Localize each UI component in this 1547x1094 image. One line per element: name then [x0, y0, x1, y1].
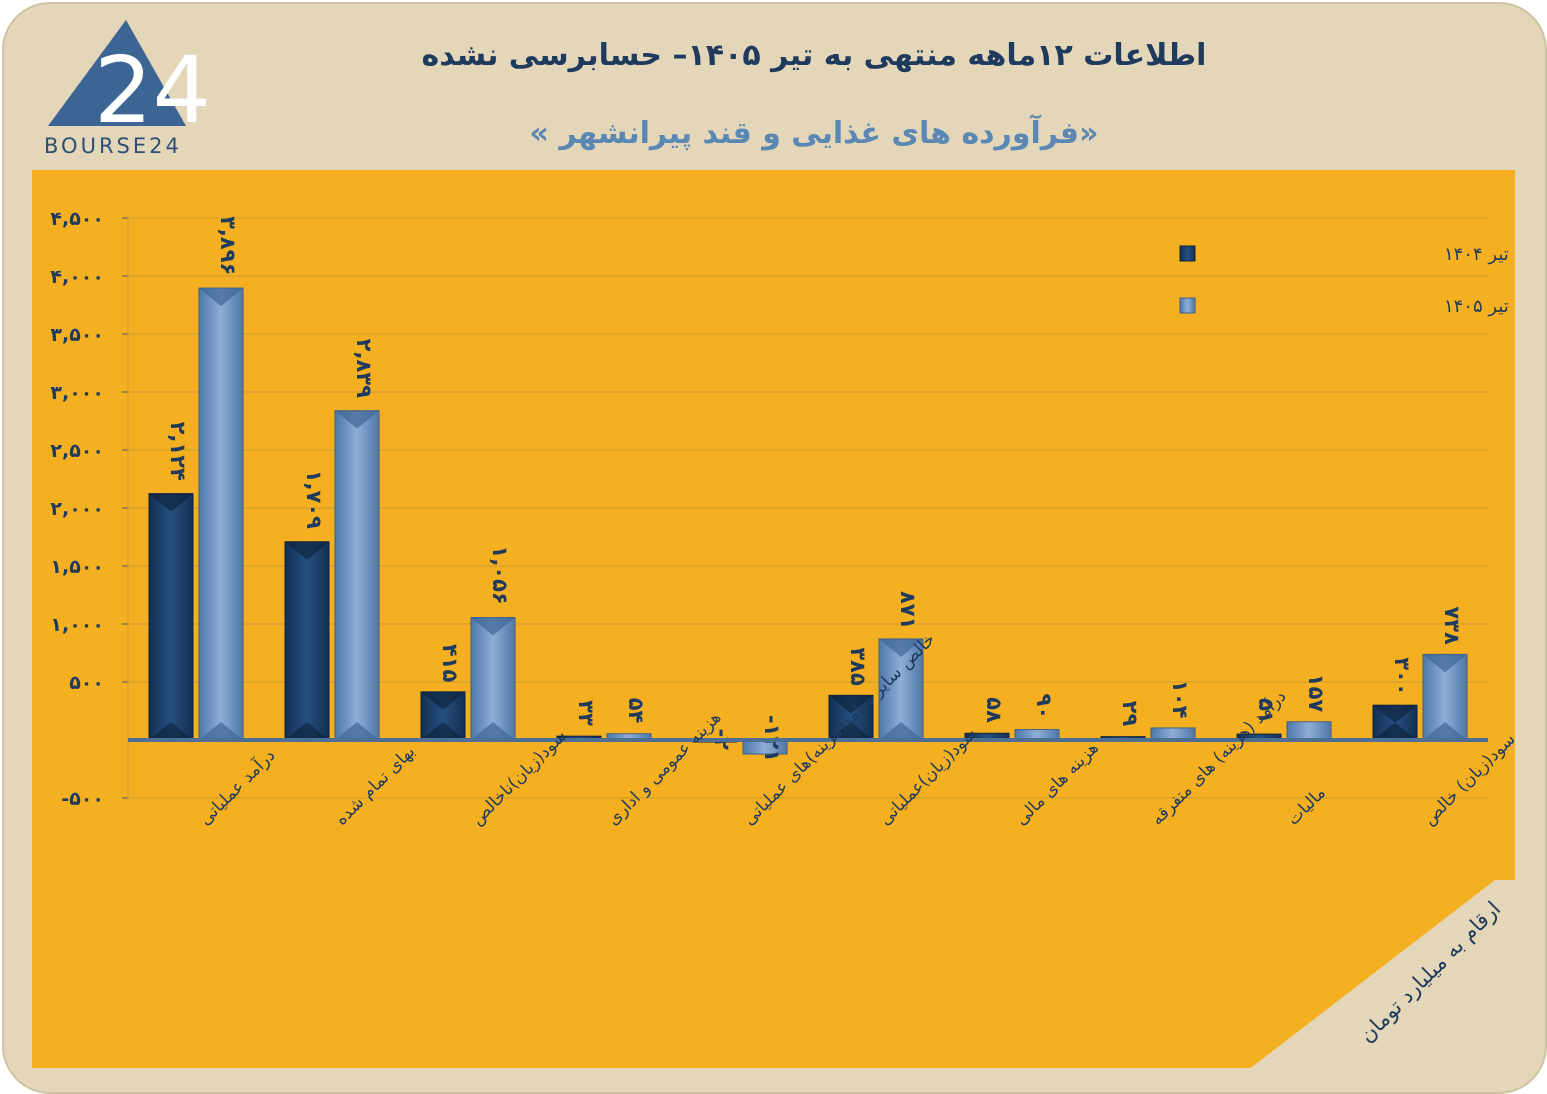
- data-label: ۲,۸۳۹: [352, 339, 376, 398]
- data-label: ۳۰۰: [1390, 657, 1414, 695]
- data-label: ۳,۸۹۶: [216, 216, 240, 275]
- data-label: ۵۴: [624, 698, 648, 724]
- page-title: اطلاعات ۱۲ماهه منتهی به تیر ۱۴۰۵– حسابرس…: [254, 38, 1374, 73]
- logo-mark: 24: [94, 37, 206, 144]
- y-tick-label: ۵۰۰: [69, 672, 104, 694]
- bar: [1287, 722, 1331, 740]
- legend-swatch: [1180, 246, 1195, 261]
- data-label: ۲,۱۲۴: [166, 422, 190, 481]
- data-label: ۷۳۸: [1440, 606, 1464, 645]
- data-label: ۱,۰۵۶: [488, 546, 512, 605]
- y-axis: -۵۰۰ ۵۰۰ ۱,۰۰۰ ۱,۵۰۰ ۲,۰۰۰ ۲,۵۰۰ ۳,۰۰۰ ۳,۵۰۰ ۴,۰…: [50, 208, 128, 810]
- bar: [285, 542, 329, 740]
- page-subtitle: «فرآورده های غذایی و قند پیرانشهر »: [254, 116, 1374, 151]
- data-label: ۹۰: [1032, 694, 1056, 720]
- legend-label: عملکرد منتهی به تیر ۱۴۰۴: [1444, 244, 1515, 265]
- data-label: ۵۸: [982, 697, 1006, 723]
- bar: [335, 411, 379, 740]
- data-label: ۲۹: [1118, 701, 1142, 727]
- y-tick-label: ۳,۰۰۰: [50, 382, 104, 404]
- legend-swatch: [1180, 298, 1195, 313]
- data-label: ۴۱۵: [438, 644, 462, 683]
- legend-label: عملکرد منتهی به تیر ۱۴۰۵: [1444, 296, 1515, 317]
- data-label: ۸۷۱: [896, 591, 920, 629]
- data-label: ۱,۷۰۹: [302, 470, 326, 529]
- bar: [149, 494, 193, 740]
- data-label: ۱۵۷: [1304, 674, 1328, 713]
- y-tick-label: ۳,۵۰۰: [50, 324, 104, 346]
- y-tick-label: -۵۰۰: [61, 788, 104, 810]
- data-label: ۱۰۴: [1168, 680, 1192, 719]
- y-tick-label: ۴,۵۰۰: [50, 208, 104, 230]
- y-tick-label: ۱,۰۰۰: [50, 614, 104, 636]
- data-label: ۳۸۵: [846, 647, 870, 686]
- y-tick-label: ۲,۵۰۰: [50, 440, 104, 462]
- bar: [199, 288, 243, 740]
- data-label: ۳۳: [574, 700, 598, 726]
- y-tick-label: ۲,۰۰۰: [50, 498, 104, 520]
- logo-text: BOURSE24: [44, 134, 194, 158]
- y-tick-label: ۴,۰۰۰: [50, 266, 104, 288]
- y-tick-label: ۱,۵۰۰: [50, 556, 104, 578]
- bar: [471, 618, 515, 740]
